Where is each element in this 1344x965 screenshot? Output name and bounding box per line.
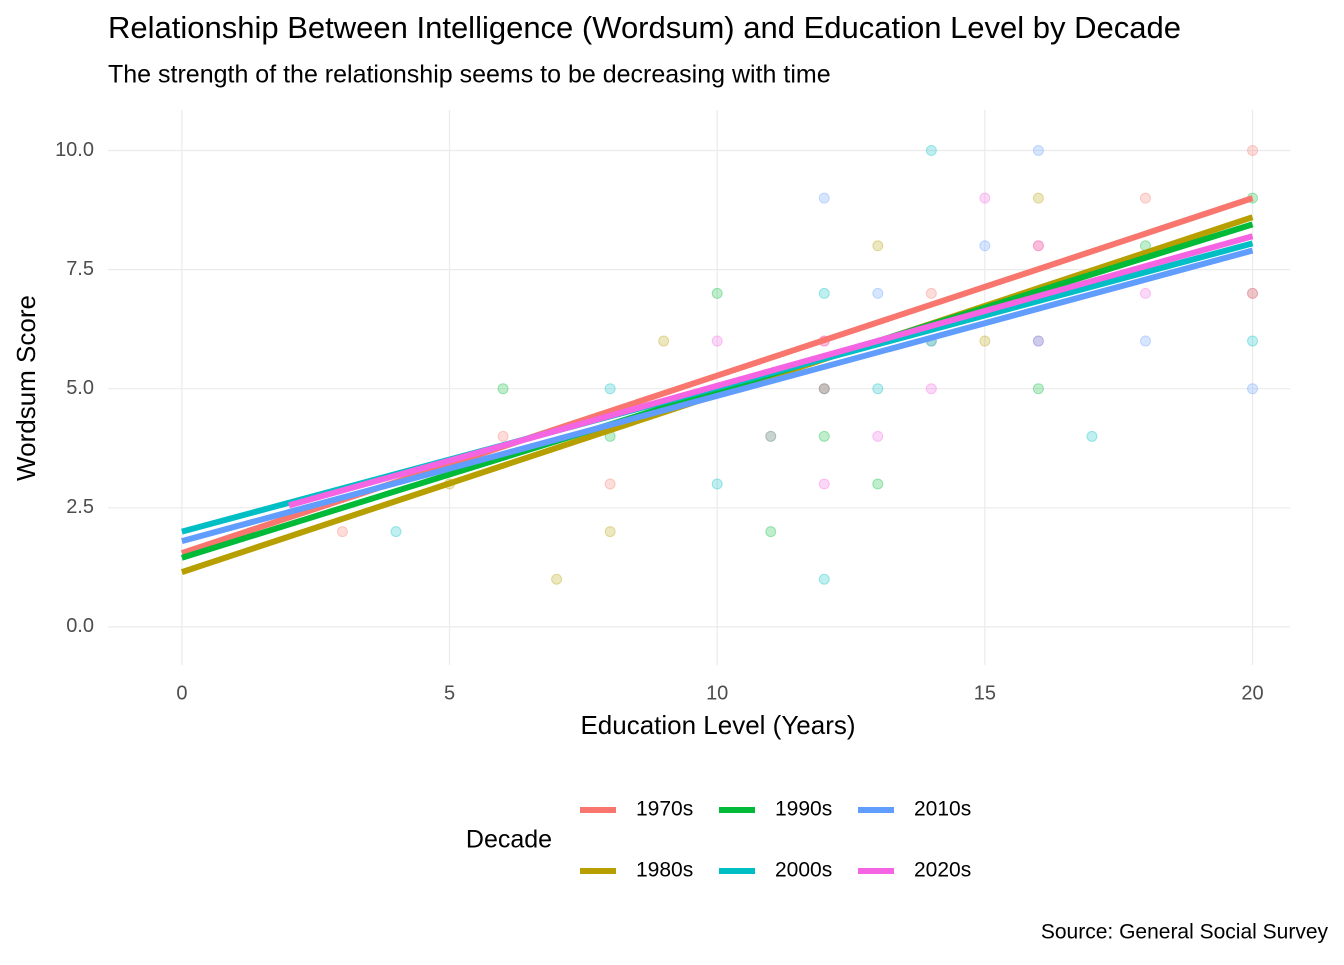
point [711,335,723,347]
point [497,430,509,442]
point [765,526,777,538]
point [872,430,884,442]
x-tick-label: 0 [176,682,187,704]
y-tick-label: 7.5 [66,258,94,280]
y-tick-label: 10.0 [55,139,94,161]
y-tick-label: 0.0 [66,615,94,637]
point [765,430,777,442]
legend-title: Decade [466,826,552,854]
point [1086,430,1098,442]
caption: Source: General Social Survey [1041,921,1329,944]
point [551,573,563,585]
y-tick-label: 5.0 [66,377,94,399]
point [1032,383,1044,395]
legend-label: 1970s [636,798,693,821]
x-tick-label: 20 [1241,682,1263,704]
point [979,335,991,347]
point [1247,144,1259,156]
legend-label: 1980s [636,859,693,882]
point [1032,335,1044,347]
point [872,287,884,299]
point [872,383,884,395]
point [1032,240,1044,252]
point [818,383,830,395]
point [818,573,830,585]
x-tick-label: 15 [974,682,996,704]
point [1032,335,1044,347]
point [818,192,830,204]
point [711,478,723,490]
point [1247,287,1259,299]
chart-title: Relationship Between Intelligence (Words… [108,10,1181,45]
point [1139,335,1151,347]
point [979,192,991,204]
regression-line [181,247,1254,545]
legend-label: 2010s [914,798,971,821]
point [1139,287,1151,299]
x-tick-label: 5 [444,682,455,704]
point [604,383,616,395]
point [1032,192,1044,204]
point [925,383,937,395]
legend-label: 1990s [775,798,832,821]
point [1032,144,1044,156]
y-tick-label: 2.5 [66,496,94,518]
point [872,240,884,252]
point [765,430,777,442]
point [497,383,509,395]
regression-line [288,233,1254,509]
point [1032,240,1044,252]
point [390,526,402,538]
point [658,335,670,347]
point [604,478,616,490]
point [336,526,348,538]
x-tick-label: 10 [706,682,728,704]
point [925,287,937,299]
point [1247,335,1259,347]
point [818,383,830,395]
point [818,287,830,299]
point [872,478,884,490]
point [818,478,830,490]
regression-line [180,221,1254,561]
point [925,144,937,156]
y-axis-label: Wordsum Score [11,295,41,481]
point [1139,192,1151,204]
chart-subtitle: The strength of the relationship seems t… [108,61,831,89]
point [979,240,991,252]
point [1247,287,1259,299]
x-axis-label: Education Level (Years) [580,710,855,740]
legend-label: 2020s [914,859,971,882]
point [818,383,830,395]
legend-label: 2000s [775,859,832,882]
point [711,287,723,299]
point [604,526,616,538]
point [1247,383,1259,395]
point [818,430,830,442]
